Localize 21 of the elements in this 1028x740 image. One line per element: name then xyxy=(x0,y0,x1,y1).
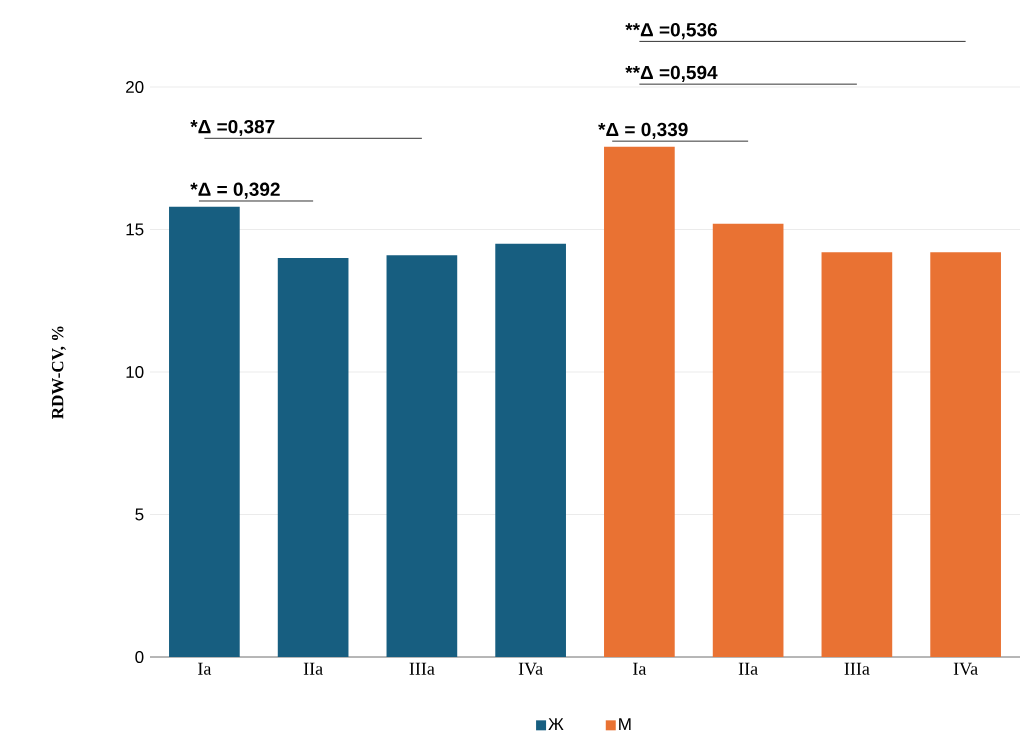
y-tick-label: 20 xyxy=(126,80,144,94)
annotation: *Δ = 0,339 xyxy=(598,122,688,139)
legend-label: Ж xyxy=(548,718,564,730)
x-tick-label: IIIa xyxy=(409,662,435,675)
y-axis-title: RDW-CV, % xyxy=(51,326,66,419)
x-tick-label: IVa xyxy=(518,662,543,675)
x-tick-label: Ia xyxy=(198,662,212,675)
x-tick-label: IIa xyxy=(303,662,323,675)
x-tick-label: IIa xyxy=(738,662,758,675)
y-tick-label: 0 xyxy=(135,650,144,664)
text: **Δ =0,594 xyxy=(625,65,718,82)
y-tick-label: 10 xyxy=(126,365,144,379)
legend-label: М xyxy=(619,718,631,730)
text: **Δ =0,536 xyxy=(625,22,717,40)
x-tick-label: Ia xyxy=(633,662,647,675)
y-tick-label: 5 xyxy=(135,508,144,521)
annotation: *Δ = 0,392 xyxy=(190,182,280,199)
annotation: *Δ =0,387 xyxy=(190,119,275,137)
y-tick-label: 15 xyxy=(126,223,144,236)
x-tick-label: IIIa xyxy=(844,662,870,675)
x-tick-label: IVa xyxy=(953,662,978,675)
